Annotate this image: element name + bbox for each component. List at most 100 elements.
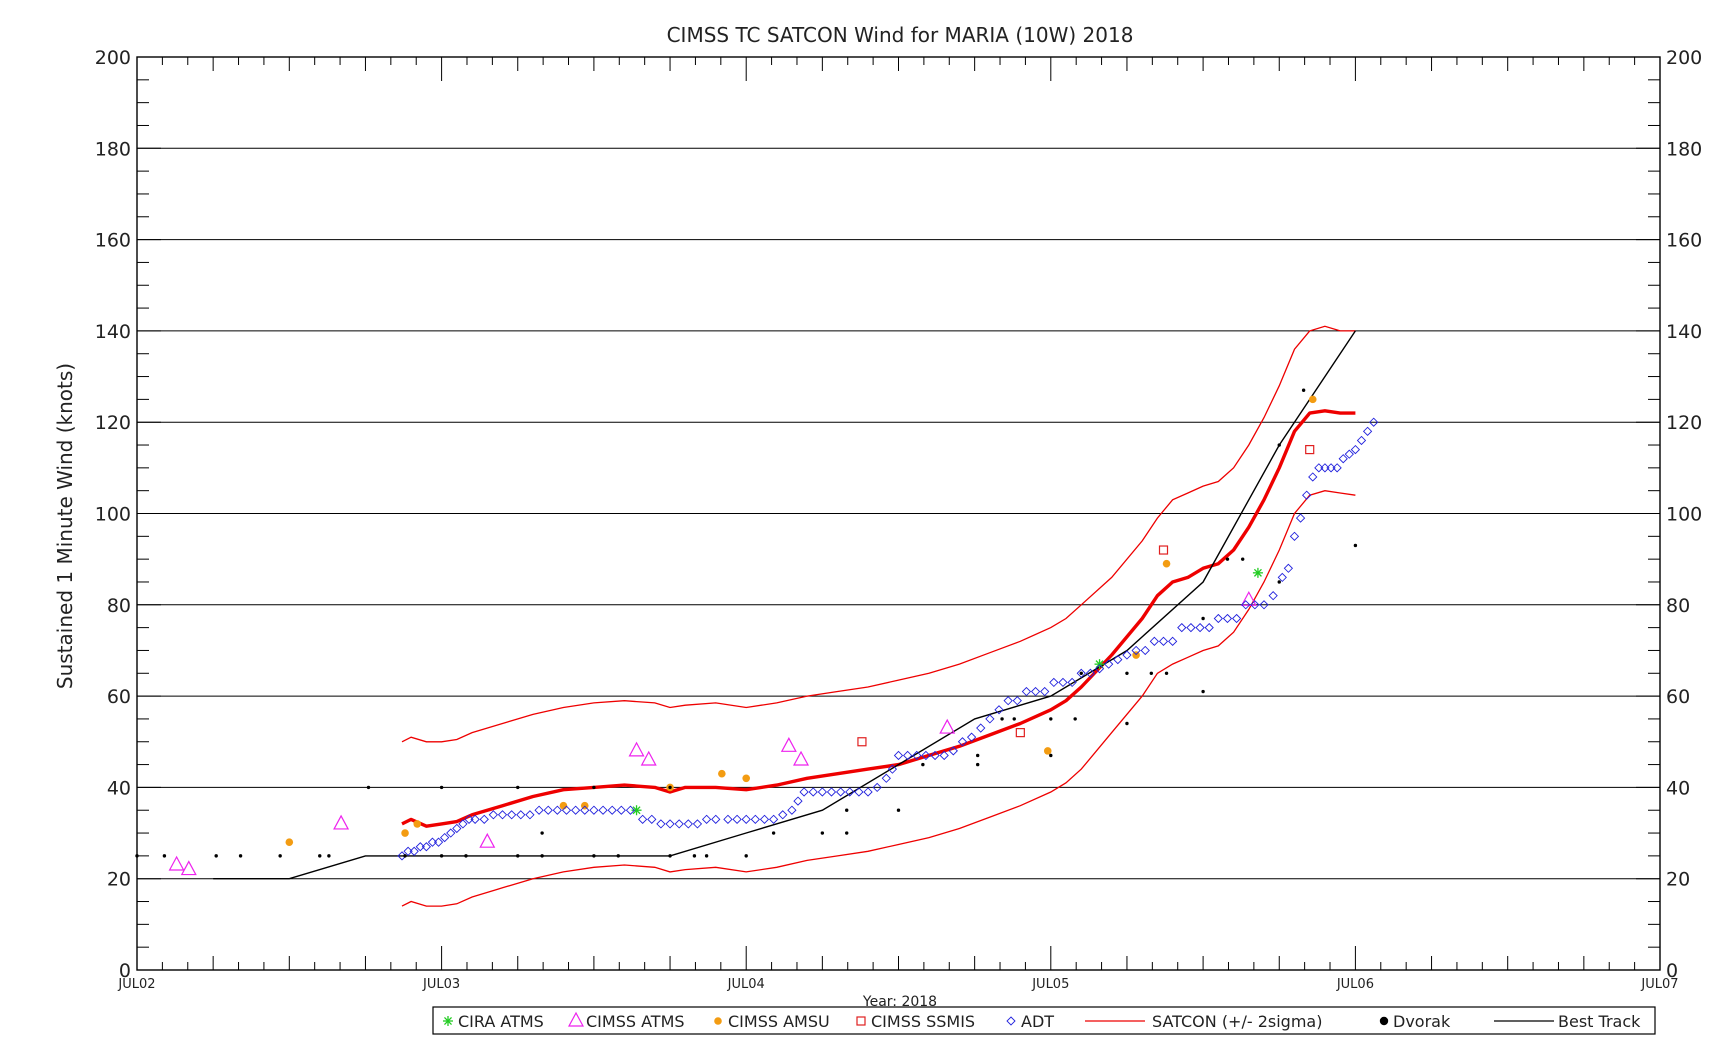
dvorak-point	[464, 854, 468, 858]
y-tick-label: 100	[95, 504, 131, 526]
dvorak-point	[896, 808, 901, 812]
adt-point	[1076, 668, 1086, 678]
cimss-atms-point	[640, 750, 657, 766]
legend-swatch-cimss-amsu	[714, 1017, 722, 1025]
adt-point	[741, 814, 751, 824]
legend-label-adt: ADT	[1021, 1012, 1054, 1031]
adt-point	[1067, 677, 1077, 688]
adt-point	[1302, 490, 1312, 500]
legend-label-cimss-ssmis: CIMSS SSMIS	[871, 1012, 975, 1031]
adt-point	[994, 705, 1004, 715]
dvorak-point	[1240, 557, 1245, 561]
cimss-atms-point	[939, 718, 956, 734]
dvorak-point	[692, 854, 697, 858]
dvorak-point	[845, 831, 849, 835]
adt-point	[817, 787, 827, 797]
adt-point	[1168, 636, 1178, 646]
adt-point	[793, 796, 803, 806]
adt-point	[1250, 600, 1260, 610]
adt-point	[674, 819, 684, 829]
y-tick-label: 60	[107, 686, 131, 708]
cimss-atms-point	[479, 832, 496, 848]
dvorak-point	[1000, 717, 1004, 721]
adt-point	[887, 764, 898, 774]
x-tick-label: JUL07	[1640, 977, 1678, 992]
dvorak-point	[516, 854, 520, 858]
cimss-ssmis-point	[857, 737, 867, 747]
adt-point	[427, 837, 438, 847]
adt-point	[1085, 668, 1096, 678]
adt-point	[1332, 463, 1342, 473]
adt-point	[665, 819, 675, 829]
adt-point	[637, 814, 648, 824]
gridlines	[137, 147, 1660, 880]
dvorak-point	[1201, 689, 1205, 694]
adt-point	[966, 732, 977, 742]
adt-point	[976, 723, 986, 733]
adt-point	[778, 810, 788, 820]
adt-point	[1277, 572, 1287, 583]
adt-point	[516, 810, 526, 820]
adt-point	[1362, 426, 1373, 436]
dvorak-point	[616, 854, 620, 858]
adt-point	[799, 787, 809, 797]
adt-point	[711, 814, 721, 824]
y-tick-label: 180	[1666, 138, 1702, 160]
y-tick-label: 60	[1666, 686, 1690, 708]
x-tick-label: JUL03	[422, 977, 460, 992]
adt-point	[808, 787, 818, 797]
dvorak-point	[1201, 616, 1205, 621]
adt-point	[497, 810, 508, 820]
legend-label-cimss-amsu: CIMSS AMSU	[728, 1012, 830, 1031]
x-tick-label: JUL04	[727, 977, 765, 992]
y-axis-right: 0 20 40 60 80 100 120 140 160 180 200	[1636, 47, 1702, 982]
adt-point	[561, 805, 572, 815]
dvorak-point	[592, 785, 596, 790]
cimss-amsu-point	[1162, 559, 1171, 568]
cimss-amsu-point	[718, 769, 726, 778]
adt-point	[543, 805, 553, 815]
x-axis-label: Year: 2018	[862, 994, 937, 1010]
dvorak-point	[366, 785, 371, 790]
dvorak-point	[771, 831, 776, 835]
y-tick-label: 160	[95, 230, 131, 252]
dvorak-point	[516, 785, 520, 790]
x-tick-label: JUL05	[1031, 977, 1069, 992]
asterisk-stroke	[632, 806, 641, 815]
cimss-amsu-point	[1308, 395, 1317, 404]
cimss-atms-point	[333, 814, 350, 830]
dvorak-point	[592, 854, 596, 858]
adt-point	[985, 714, 995, 724]
dvorak-point	[704, 854, 709, 858]
y-tick-label: 20	[107, 869, 131, 891]
dvorak-point	[403, 854, 407, 858]
cimss-ssmis-point	[1158, 545, 1169, 555]
cimss-atms-point	[168, 855, 185, 871]
dvorak-point	[214, 854, 218, 858]
cimss-amsu-point	[401, 829, 409, 837]
adt-point	[1186, 622, 1196, 633]
adt-point	[903, 750, 913, 761]
cimss-atms-point	[180, 860, 197, 876]
dvorak-point	[1049, 753, 1053, 758]
adt-point	[1356, 435, 1367, 446]
adt-point	[1204, 622, 1214, 633]
adt-point	[1158, 636, 1169, 646]
adt-point	[912, 750, 922, 761]
adt-point	[452, 823, 462, 834]
adt-point	[534, 805, 544, 815]
adt-point	[1295, 513, 1306, 523]
legend-swatch-cira-atms	[443, 1016, 453, 1026]
dvorak-point	[668, 785, 672, 790]
adt-point	[1003, 696, 1013, 706]
adt-point	[1289, 531, 1300, 541]
cimss-ssmis-point	[1015, 728, 1025, 738]
adt-point	[1058, 677, 1068, 688]
dvorak-point	[238, 854, 243, 858]
cimss-atms-point	[793, 750, 810, 766]
dvorak-point	[1277, 580, 1281, 584]
dvorak-point	[1125, 671, 1129, 675]
legend-label-cira-atms: CIRA ATMS	[458, 1012, 544, 1031]
cimss-ssmis-point	[1305, 444, 1315, 455]
